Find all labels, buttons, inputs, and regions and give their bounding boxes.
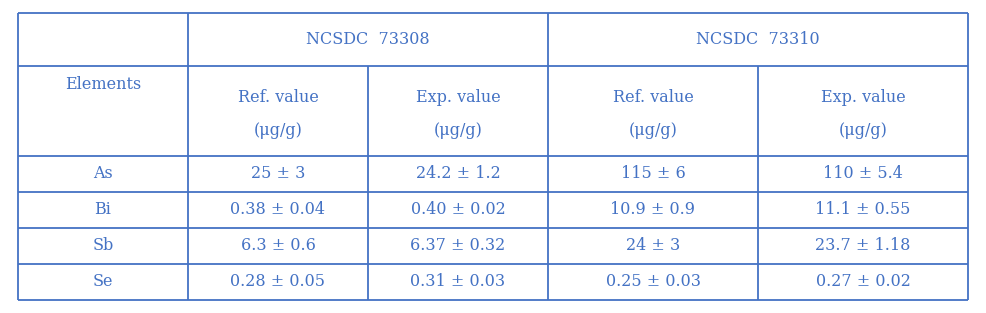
- Text: Ref. value: Ref. value: [612, 89, 693, 106]
- Text: NCSDC  73310: NCSDC 73310: [696, 31, 819, 48]
- Text: Exp. value: Exp. value: [416, 89, 500, 106]
- Text: 0.38 ± 0.04: 0.38 ± 0.04: [231, 202, 325, 218]
- Text: 23.7 ± 1.18: 23.7 ± 1.18: [815, 238, 911, 254]
- Text: (μg/g): (μg/g): [253, 122, 303, 139]
- Text: NCSDC  73308: NCSDC 73308: [307, 31, 430, 48]
- Text: 110 ± 5.4: 110 ± 5.4: [823, 166, 903, 182]
- Text: (μg/g): (μg/g): [838, 122, 887, 139]
- Text: 24 ± 3: 24 ± 3: [626, 238, 680, 254]
- Text: Exp. value: Exp. value: [820, 89, 905, 106]
- Text: Bi: Bi: [95, 202, 111, 218]
- Text: (μg/g): (μg/g): [434, 122, 482, 139]
- Text: Sb: Sb: [93, 238, 113, 254]
- Text: 10.9 ± 0.9: 10.9 ± 0.9: [610, 202, 695, 218]
- Text: 0.28 ± 0.05: 0.28 ± 0.05: [231, 274, 325, 290]
- Text: 115 ± 6: 115 ± 6: [620, 166, 685, 182]
- Text: 25 ± 3: 25 ± 3: [250, 166, 306, 182]
- Text: 11.1 ± 0.55: 11.1 ± 0.55: [815, 202, 911, 218]
- Text: (μg/g): (μg/g): [628, 122, 677, 139]
- Text: 24.2 ± 1.2: 24.2 ± 1.2: [416, 166, 500, 182]
- Text: 0.27 ± 0.02: 0.27 ± 0.02: [815, 274, 910, 290]
- Text: 6.37 ± 0.32: 6.37 ± 0.32: [410, 238, 506, 254]
- Text: 0.31 ± 0.03: 0.31 ± 0.03: [410, 274, 506, 290]
- Text: 0.25 ± 0.03: 0.25 ± 0.03: [605, 274, 700, 290]
- Text: 6.3 ± 0.6: 6.3 ± 0.6: [241, 238, 316, 254]
- Text: Ref. value: Ref. value: [238, 89, 318, 106]
- Text: As: As: [93, 166, 112, 182]
- Text: 0.40 ± 0.02: 0.40 ± 0.02: [410, 202, 506, 218]
- Text: Elements: Elements: [65, 76, 141, 93]
- Text: Se: Se: [93, 274, 113, 290]
